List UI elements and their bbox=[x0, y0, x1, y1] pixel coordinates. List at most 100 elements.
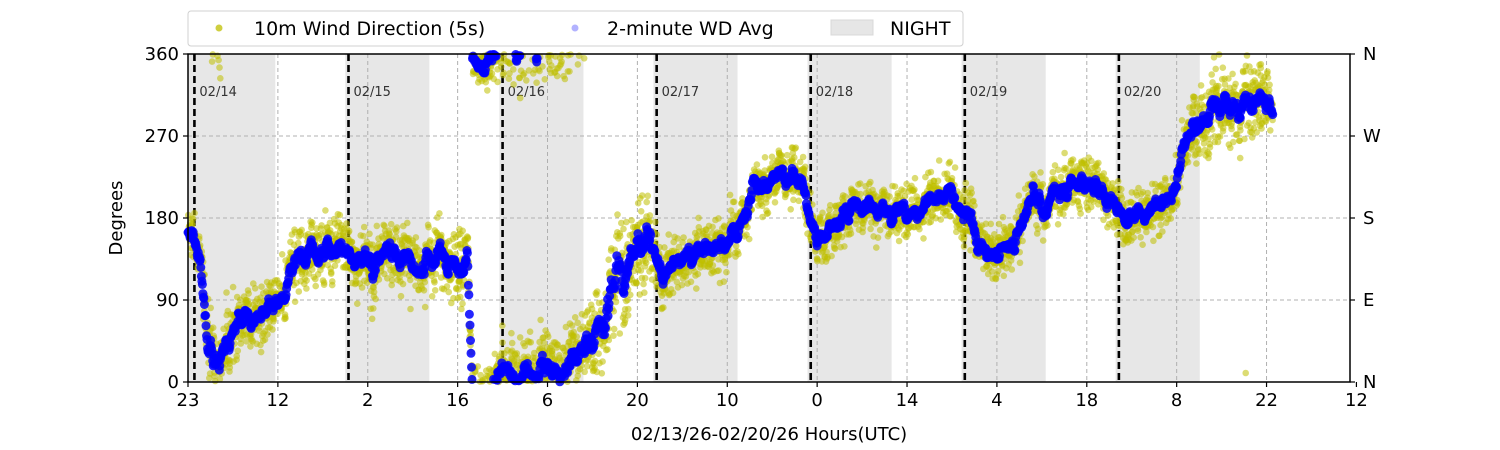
raw-point bbox=[523, 77, 530, 84]
raw-point bbox=[1039, 180, 1047, 188]
raw-point bbox=[694, 270, 702, 278]
avg-point bbox=[515, 51, 525, 61]
raw-point bbox=[1095, 159, 1102, 167]
raw-point bbox=[520, 70, 528, 77]
raw-point bbox=[527, 339, 535, 346]
raw-point bbox=[960, 243, 968, 250]
raw-point bbox=[624, 312, 632, 319]
raw-point bbox=[841, 243, 848, 250]
avg-point bbox=[196, 263, 206, 272]
raw-point bbox=[610, 332, 617, 340]
raw-point bbox=[951, 164, 959, 171]
raw-point bbox=[373, 222, 381, 230]
raw-point bbox=[1193, 138, 1200, 146]
avg-point bbox=[463, 261, 473, 271]
avg-point bbox=[491, 51, 501, 61]
raw-point bbox=[416, 247, 423, 254]
raw-point bbox=[499, 322, 506, 330]
raw-point bbox=[1243, 52, 1251, 59]
raw-point bbox=[932, 214, 940, 222]
raw-point bbox=[1265, 86, 1273, 94]
raw-point bbox=[595, 350, 602, 358]
raw-point bbox=[345, 227, 353, 235]
raw-point bbox=[510, 81, 517, 88]
raw-point bbox=[987, 220, 995, 228]
raw-point bbox=[516, 94, 524, 102]
raw-point bbox=[873, 244, 880, 251]
raw-point bbox=[1205, 150, 1213, 158]
raw-point bbox=[642, 259, 650, 267]
raw-point bbox=[732, 242, 740, 250]
raw-point bbox=[247, 343, 254, 350]
day-label: 02/20 bbox=[1124, 85, 1161, 100]
raw-point bbox=[935, 157, 943, 164]
raw-point bbox=[819, 209, 826, 217]
raw-point bbox=[574, 61, 582, 68]
avg-point bbox=[195, 254, 205, 264]
raw-point bbox=[959, 196, 967, 204]
avg-point bbox=[464, 309, 474, 319]
raw-point bbox=[348, 238, 356, 246]
raw-point bbox=[761, 154, 769, 161]
raw-point bbox=[370, 288, 378, 296]
raw-point bbox=[243, 338, 250, 345]
raw-point bbox=[675, 243, 683, 251]
avg-point bbox=[465, 320, 475, 330]
raw-point bbox=[614, 211, 621, 218]
raw-point bbox=[558, 51, 566, 59]
raw-point bbox=[796, 158, 804, 166]
raw-point bbox=[637, 267, 645, 274]
raw-point bbox=[927, 168, 935, 176]
raw-point bbox=[968, 189, 975, 197]
raw-point bbox=[217, 75, 224, 82]
raw-point bbox=[948, 174, 956, 182]
raw-point bbox=[598, 370, 606, 377]
raw-point bbox=[1016, 259, 1024, 267]
raw-point bbox=[661, 244, 668, 251]
raw-point bbox=[891, 183, 899, 190]
raw-point bbox=[637, 208, 645, 215]
raw-point bbox=[1210, 54, 1218, 61]
raw-point bbox=[237, 340, 245, 347]
raw-point bbox=[792, 144, 800, 151]
raw-point bbox=[393, 224, 401, 231]
raw-point bbox=[623, 218, 630, 226]
raw-point bbox=[1100, 170, 1108, 177]
raw-point bbox=[1057, 173, 1065, 181]
day-label: 02/17 bbox=[662, 85, 699, 100]
raw-point bbox=[1266, 81, 1273, 89]
day-markers: 02/14 02/15 02/16 02/17 02/18 02/19 02/20 bbox=[193, 54, 1161, 382]
raw-point bbox=[641, 289, 648, 297]
raw-point bbox=[1129, 228, 1136, 235]
raw-point bbox=[999, 213, 1007, 221]
raw-point bbox=[633, 280, 640, 287]
raw-point bbox=[674, 235, 681, 242]
raw-point bbox=[1246, 63, 1253, 70]
raw-point bbox=[331, 262, 339, 270]
raw-point bbox=[1008, 266, 1016, 273]
raw-point bbox=[208, 58, 216, 65]
raw-point bbox=[1137, 234, 1144, 241]
raw-point bbox=[510, 66, 517, 73]
raw-point bbox=[459, 227, 467, 235]
raw-point bbox=[1191, 93, 1198, 101]
raw-point bbox=[895, 237, 903, 245]
raw-point bbox=[445, 288, 453, 296]
raw-point bbox=[1267, 127, 1274, 134]
raw-point bbox=[745, 235, 753, 243]
raw-point bbox=[709, 223, 716, 231]
raw-point bbox=[665, 231, 672, 238]
raw-point bbox=[457, 293, 464, 301]
raw-point bbox=[1130, 234, 1137, 241]
raw-point bbox=[318, 222, 325, 229]
raw-point bbox=[358, 284, 366, 291]
raw-point bbox=[687, 278, 695, 286]
raw-point bbox=[1229, 70, 1236, 78]
raw-point bbox=[795, 197, 803, 205]
raw-point bbox=[621, 316, 629, 324]
raw-point bbox=[1212, 65, 1219, 73]
raw-point bbox=[635, 261, 643, 269]
day-label: 02/16 bbox=[508, 85, 545, 100]
raw-point bbox=[1196, 150, 1203, 157]
raw-point bbox=[541, 76, 549, 83]
